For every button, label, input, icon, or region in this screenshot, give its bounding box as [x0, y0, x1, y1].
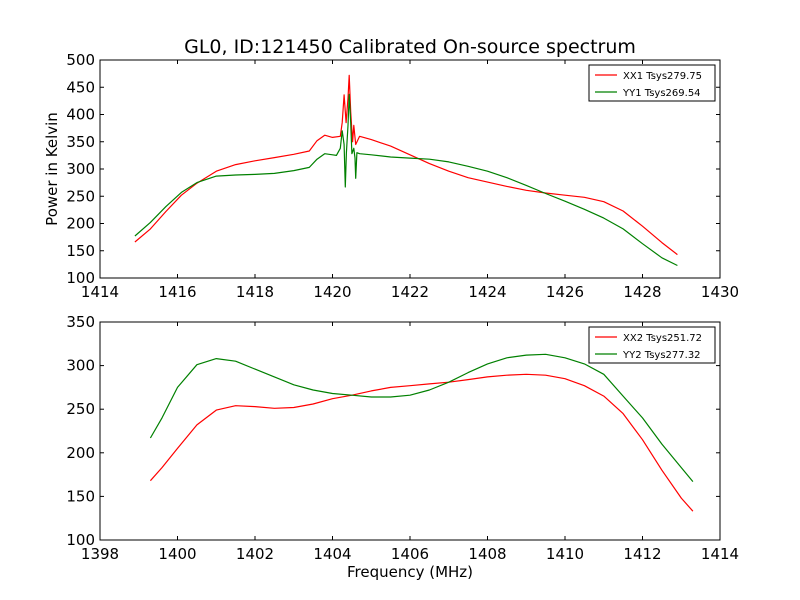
y-tick-label: 100 — [66, 531, 95, 549]
x-tick-label: 1406 — [391, 545, 429, 563]
x-tick-label: 1422 — [391, 283, 429, 301]
y-axis-label: Power in Kelvin — [43, 112, 61, 226]
y-tick-label: 450 — [66, 78, 95, 96]
legend-label: XX1 Tsys279.75 — [623, 71, 702, 82]
y-tick-label: 400 — [66, 106, 95, 124]
y-tick-label: 100 — [66, 269, 95, 287]
bottom-series-line-2 — [149, 353, 694, 482]
x-tick-label: 1416 — [158, 283, 196, 301]
top-series-line-2 — [134, 93, 678, 267]
x-tick-label: 1424 — [468, 283, 506, 301]
y-tick-label: 200 — [66, 444, 95, 462]
x-tick-label: 1414 — [701, 545, 739, 563]
y-tick-label: 500 — [66, 51, 95, 69]
x-tick-label: 1400 — [158, 545, 196, 563]
y-tick-label: 150 — [66, 487, 95, 505]
y-tick-label: 200 — [66, 215, 95, 233]
x-tick-label: 1410 — [546, 545, 584, 563]
legend-label: XX2 Tsys251.72 — [623, 333, 702, 344]
y-tick-label: 350 — [66, 133, 95, 151]
x-tick-label: 1428 — [623, 283, 661, 301]
x-tick-label: 1420 — [313, 283, 351, 301]
top-panel: 1414 1416 1418 1420 1422 1424 1426 1428 1430 100 1… — [66, 51, 739, 301]
bottom-legend: XX2 Tsys251.72 YY2 Tsys277.32 — [588, 326, 716, 364]
x-tick-label: 1404 — [313, 545, 351, 563]
x-tick-label: 1430 — [701, 283, 739, 301]
legend-box — [588, 64, 716, 102]
x-tick-label: 1412 — [623, 545, 661, 563]
x-tick-label: 1408 — [468, 545, 506, 563]
y-tick-label: 300 — [66, 160, 95, 178]
y-tick-label: 250 — [66, 187, 95, 205]
x-tick-label: 1402 — [236, 545, 274, 563]
y-tick-label: 250 — [66, 400, 95, 418]
x-tick-label: 1398 — [81, 545, 119, 563]
bottom-panel: 1398 1400 1402 1404 1406 1408 1410 1412 1414 100 1… — [66, 313, 739, 563]
legend-box — [588, 326, 716, 364]
y-tick-label: 350 — [66, 313, 95, 331]
y-tick-label: 150 — [66, 242, 95, 260]
top-legend: XX1 Tsys279.75 YY1 Tsys269.54 — [588, 64, 716, 102]
y-tick-label: 300 — [66, 357, 95, 375]
chart-title: GL0, ID:121450 Calibrated On-source spec… — [184, 36, 636, 58]
x-axis-label: Frequency (MHz) — [347, 563, 473, 581]
legend-label: YY1 Tsys269.54 — [622, 88, 701, 99]
legend-label: YY2 Tsys277.32 — [622, 350, 701, 361]
bottom-series-line-1 — [149, 373, 694, 512]
x-tick-label: 1414 — [81, 283, 119, 301]
x-tick-label: 1418 — [236, 283, 274, 301]
x-tick-label: 1426 — [546, 283, 584, 301]
top-series-line-1 — [134, 74, 678, 256]
